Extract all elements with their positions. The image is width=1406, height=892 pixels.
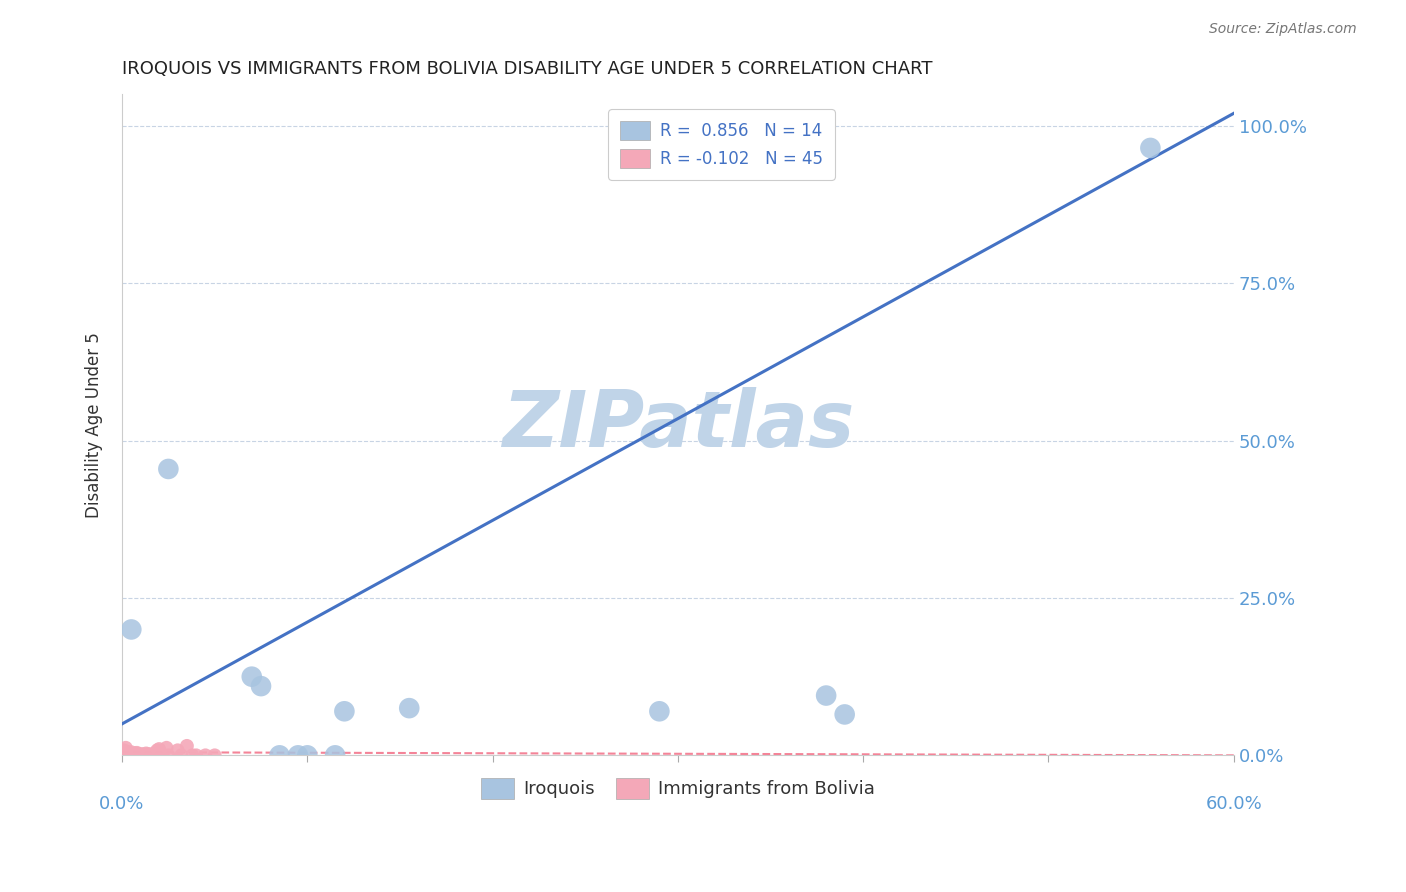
Point — [124, 748, 146, 763]
Text: IROQUOIS VS IMMIGRANTS FROM BOLIVIA DISABILITY AGE UNDER 5 CORRELATION CHART: IROQUOIS VS IMMIGRANTS FROM BOLIVIA DISA… — [122, 60, 932, 78]
Point — [155, 740, 177, 755]
Point — [398, 701, 420, 715]
Point — [134, 748, 156, 763]
Point — [111, 748, 134, 763]
Text: ZIPatlas: ZIPatlas — [502, 387, 853, 463]
Point — [129, 748, 152, 763]
Point — [114, 748, 136, 763]
Point — [170, 748, 193, 763]
Point — [323, 748, 346, 763]
Point — [136, 748, 159, 763]
Point — [157, 748, 180, 763]
Point — [333, 704, 356, 718]
Text: Source: ZipAtlas.com: Source: ZipAtlas.com — [1209, 22, 1357, 37]
Point — [176, 739, 198, 753]
Point — [648, 704, 671, 718]
Point — [112, 745, 135, 759]
Point — [297, 748, 319, 763]
Point — [157, 462, 180, 476]
Point — [122, 747, 145, 761]
Point — [240, 670, 263, 684]
Point — [139, 748, 162, 763]
Point — [120, 748, 142, 763]
Point — [124, 747, 146, 761]
Point — [117, 748, 139, 763]
Point — [148, 748, 170, 763]
Point — [131, 747, 153, 761]
Point — [1139, 141, 1161, 155]
Point — [181, 748, 204, 763]
Point — [136, 747, 159, 761]
Point — [186, 748, 208, 763]
Point — [120, 623, 142, 637]
Text: 60.0%: 60.0% — [1205, 795, 1263, 813]
Point — [118, 748, 141, 763]
Point — [269, 748, 291, 763]
Point — [152, 748, 174, 763]
Point — [129, 748, 152, 763]
Point — [834, 707, 856, 722]
Point — [120, 745, 142, 759]
Text: 0.0%: 0.0% — [100, 795, 145, 813]
Point — [112, 743, 135, 757]
Point — [145, 748, 167, 763]
Point — [111, 748, 134, 763]
Point — [194, 748, 217, 763]
Point — [114, 740, 136, 755]
Point — [131, 748, 153, 763]
Point — [146, 743, 169, 757]
Point — [122, 748, 145, 763]
Legend: Iroquois, Immigrants from Bolivia: Iroquois, Immigrants from Bolivia — [474, 771, 882, 805]
Point — [118, 747, 141, 761]
Point — [142, 747, 165, 761]
Point — [815, 689, 838, 703]
Point — [204, 748, 226, 763]
Point — [125, 746, 148, 760]
Point — [148, 742, 170, 756]
Point — [128, 748, 150, 763]
Point — [166, 743, 188, 757]
Point — [250, 679, 273, 693]
Point — [287, 748, 309, 763]
Point — [141, 748, 163, 763]
Point — [111, 748, 134, 763]
Point — [128, 747, 150, 761]
Point — [135, 747, 157, 761]
Point — [117, 745, 139, 759]
Y-axis label: Disability Age Under 5: Disability Age Under 5 — [86, 332, 103, 518]
